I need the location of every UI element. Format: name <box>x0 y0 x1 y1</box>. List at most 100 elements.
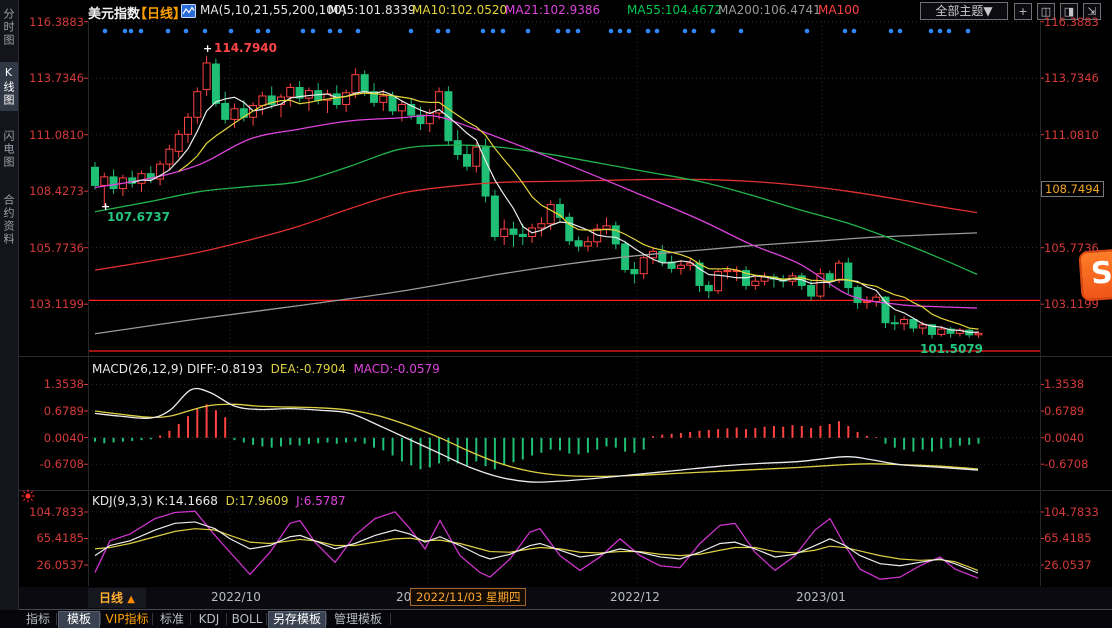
event-dot[interactable] <box>645 28 651 34</box>
candle-body[interactable] <box>676 264 685 269</box>
bottom-tab-1[interactable]: 模板 <box>58 611 100 628</box>
theme-dropdown-button[interactable]: 全部主题▼ <box>920 2 1008 20</box>
pop-out-icon[interactable]: ⇲ <box>1083 3 1101 20</box>
event-dot[interactable] <box>738 28 744 34</box>
candle-body[interactable] <box>286 86 295 98</box>
candle-body[interactable] <box>825 273 834 281</box>
event-dot[interactable] <box>445 28 451 34</box>
candle-body[interactable] <box>490 195 499 237</box>
event-dot[interactable] <box>626 28 632 34</box>
event-dot[interactable] <box>888 28 894 34</box>
candle-body[interactable] <box>109 176 118 190</box>
candle-body[interactable] <box>184 116 192 135</box>
event-dot[interactable] <box>490 28 496 34</box>
sidebar-item-lightning[interactable]: 闪电图 <box>2 130 15 169</box>
candle-body[interactable] <box>174 133 183 152</box>
candle-body[interactable] <box>918 324 927 329</box>
candle-body[interactable] <box>379 95 388 103</box>
event-dot[interactable] <box>102 28 108 34</box>
candle-body[interactable] <box>909 319 918 329</box>
event-dot[interactable] <box>500 28 506 34</box>
candle-body[interactable] <box>370 91 378 103</box>
candle-body[interactable] <box>946 328 955 334</box>
candle-body[interactable] <box>388 95 397 112</box>
event-dot[interactable] <box>265 28 271 34</box>
event-dot[interactable] <box>202 28 208 34</box>
event-dot[interactable] <box>897 28 903 34</box>
candle-body[interactable] <box>230 108 239 120</box>
candle-body[interactable] <box>425 112 434 125</box>
event-dot[interactable] <box>228 28 234 34</box>
event-dot[interactable] <box>435 28 441 34</box>
candle-body[interactable] <box>714 271 723 292</box>
candle-body[interactable] <box>509 228 518 235</box>
candle-body[interactable] <box>900 319 909 325</box>
candle-body[interactable] <box>556 204 564 218</box>
bottom-tab-2[interactable]: VIP指标 <box>105 612 149 626</box>
event-dot[interactable] <box>310 28 316 34</box>
event-dot[interactable] <box>337 28 343 34</box>
candle-body[interactable] <box>816 273 825 297</box>
candle-body[interactable] <box>611 225 620 245</box>
candle-body[interactable] <box>360 74 369 93</box>
bottom-tab-5[interactable]: BOLL <box>231 612 263 626</box>
candle-body[interactable] <box>137 173 146 184</box>
candle-body[interactable] <box>835 262 843 281</box>
bottom-tab-0[interactable]: 指标 <box>25 612 50 626</box>
candle-body[interactable] <box>267 95 276 105</box>
candle-body[interactable] <box>844 262 853 289</box>
sidebar-item-contract-info[interactable]: 合约资料 <box>2 194 15 246</box>
event-dot[interactable] <box>682 28 688 34</box>
candle-body[interactable] <box>853 287 862 303</box>
event-dot[interactable] <box>851 28 857 34</box>
event-dot[interactable] <box>555 28 561 34</box>
event-dot[interactable] <box>937 28 943 34</box>
event-dot[interactable] <box>480 28 486 34</box>
candle-body[interactable] <box>658 250 667 263</box>
event-dot[interactable] <box>327 28 333 34</box>
event-dot[interactable] <box>525 28 531 34</box>
candle-body[interactable] <box>332 93 341 105</box>
event-dot[interactable] <box>804 28 810 34</box>
candle-body[interactable] <box>211 63 220 104</box>
chart-pane-left-icon[interactable]: ◫ <box>1037 3 1055 20</box>
sidebar-item-kline[interactable]: K线图 <box>0 62 18 111</box>
candle-body[interactable] <box>453 140 462 156</box>
candle-body[interactable] <box>574 240 583 247</box>
bottom-tab-6[interactable]: 另存模板 <box>268 611 326 628</box>
event-dot[interactable] <box>565 28 571 34</box>
candle-body[interactable] <box>342 92 351 105</box>
chart-pane-right-icon[interactable]: ◨ <box>1060 3 1078 20</box>
candle-body[interactable] <box>202 62 211 91</box>
candle-body[interactable] <box>602 225 611 230</box>
indicator-settings-icon[interactable] <box>21 489 35 503</box>
candle-body[interactable] <box>937 328 946 335</box>
sidebar-item-timeshare[interactable]: 分时图 <box>2 8 15 47</box>
candle-body[interactable] <box>481 146 490 197</box>
candle-body[interactable] <box>723 270 732 273</box>
event-dot[interactable] <box>946 28 952 34</box>
bottom-tab-4[interactable]: KDJ <box>198 612 220 626</box>
event-dot[interactable] <box>122 28 128 34</box>
candle-body[interactable] <box>518 233 527 237</box>
event-dot[interactable] <box>842 28 848 34</box>
candle-body[interactable] <box>974 332 983 336</box>
candle-body[interactable] <box>91 166 99 186</box>
bottom-tab-7[interactable]: 管理模板 <box>333 612 382 626</box>
event-dot[interactable] <box>575 28 581 34</box>
candle-body[interactable] <box>407 103 416 116</box>
candle-body[interactable] <box>193 91 202 118</box>
candle-body[interactable] <box>463 154 471 167</box>
candle-body[interactable] <box>704 284 713 292</box>
candle-body[interactable] <box>639 257 648 275</box>
candle-body[interactable] <box>304 90 313 99</box>
event-dot[interactable] <box>928 28 934 34</box>
event-dot[interactable] <box>710 28 716 34</box>
candle-body[interactable] <box>295 86 304 99</box>
candle-body[interactable] <box>630 268 639 275</box>
candle-body[interactable] <box>258 95 267 107</box>
event-dot[interactable] <box>965 28 971 34</box>
event-dot[interactable] <box>255 28 261 34</box>
candle-body[interactable] <box>881 296 890 324</box>
